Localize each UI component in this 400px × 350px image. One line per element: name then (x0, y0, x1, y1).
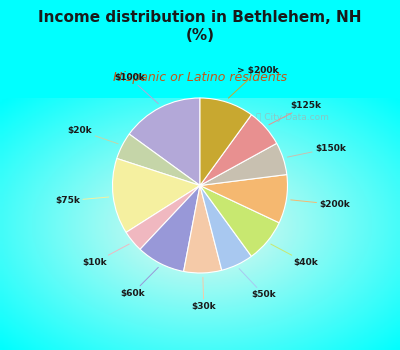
Text: $150k: $150k (287, 144, 346, 157)
Text: $20k: $20k (68, 126, 118, 144)
Wedge shape (112, 159, 200, 232)
Wedge shape (200, 144, 287, 186)
Text: > $200k: > $200k (228, 66, 279, 98)
Text: $60k: $60k (120, 267, 158, 297)
Wedge shape (117, 134, 200, 186)
Wedge shape (200, 175, 288, 223)
Text: $10k: $10k (82, 244, 129, 267)
Text: ⓘ City-Data.com: ⓘ City-Data.com (256, 113, 328, 122)
Text: Hispanic or Latino residents: Hispanic or Latino residents (113, 71, 287, 84)
Wedge shape (200, 186, 252, 270)
Text: Income distribution in Bethlehem, NH
(%): Income distribution in Bethlehem, NH (%) (38, 10, 362, 43)
Text: $30k: $30k (192, 277, 216, 311)
Wedge shape (200, 115, 277, 186)
Wedge shape (129, 98, 200, 186)
Text: $200k: $200k (291, 200, 350, 209)
Wedge shape (184, 186, 222, 273)
Text: $125k: $125k (269, 101, 322, 125)
Wedge shape (200, 186, 279, 256)
Text: $100k: $100k (114, 74, 158, 104)
Wedge shape (200, 98, 252, 186)
Wedge shape (126, 186, 200, 249)
Text: $75k: $75k (55, 196, 109, 205)
Text: $50k: $50k (239, 269, 276, 299)
Text: $40k: $40k (271, 244, 318, 267)
Wedge shape (140, 186, 200, 272)
